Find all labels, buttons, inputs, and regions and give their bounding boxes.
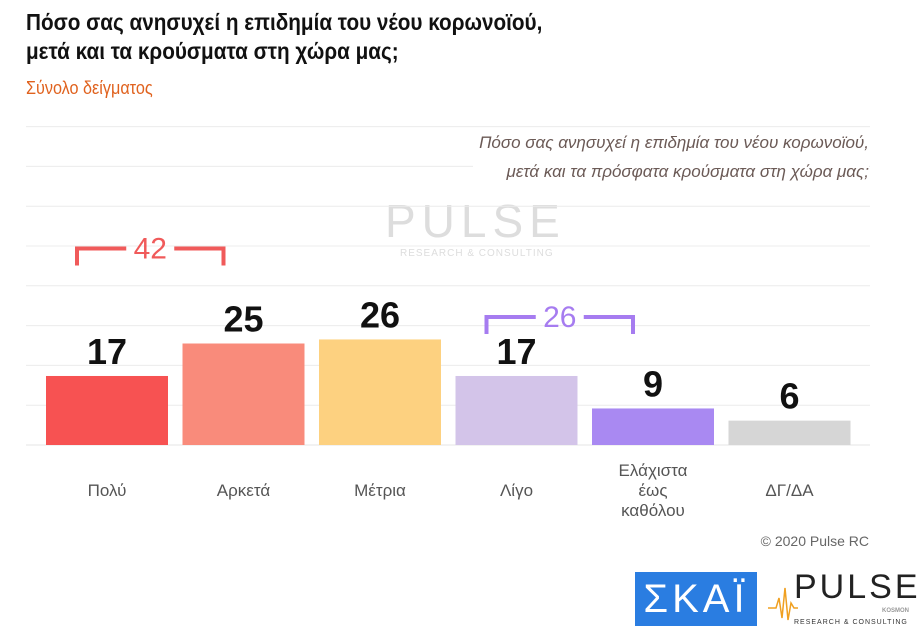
data-label: 26 xyxy=(360,294,400,335)
bar xyxy=(728,420,851,445)
bracket xyxy=(75,246,226,266)
watermark: PULSE xyxy=(385,195,566,247)
category-label: Ελάχιστα xyxy=(619,461,688,480)
category-label: Αρκετά xyxy=(217,481,271,500)
category-label: ΔΓ/ΔΑ xyxy=(765,481,814,500)
data-label: 17 xyxy=(496,331,536,372)
category-label: Μέτρια xyxy=(354,481,406,500)
chart-title: Πόσο σας ανησυχεί η επιδημία του νέου κο… xyxy=(26,8,542,66)
category-label: Λίγο xyxy=(500,481,533,500)
bracket-label: 42 xyxy=(134,233,167,266)
bar xyxy=(46,375,168,445)
watermark-sub: RESEARCH & CONSULTING xyxy=(400,248,554,259)
data-label: 17 xyxy=(87,331,127,372)
bar xyxy=(182,343,305,445)
category-label: έως xyxy=(638,481,667,500)
pulse-wave-icon xyxy=(768,587,798,621)
category-label: Πολύ xyxy=(88,481,127,500)
data-label: 9 xyxy=(643,363,663,404)
bar xyxy=(455,375,578,445)
bar xyxy=(592,408,714,445)
skai-logo: ΣΚΑΪ xyxy=(635,572,757,626)
pulse-logo-text: PULSE xyxy=(794,568,919,606)
data-label: 25 xyxy=(223,299,263,340)
question-line-1: Πόσο σας ανησυχεί η επιδημία του νέου κο… xyxy=(479,133,869,152)
question-text: Πόσο σας ανησυχεί η επιδημία του νέου κο… xyxy=(473,128,869,186)
category-label: καθόλου xyxy=(621,501,685,520)
bracket-label: 26 xyxy=(543,301,576,334)
title-line-2: μετά και τα κρούσματα στη χώρα μας; xyxy=(26,38,399,64)
copyright: © 2020 Pulse RC xyxy=(760,533,869,549)
bracket xyxy=(484,314,635,334)
data-label: 6 xyxy=(779,376,799,417)
pulse-logo: PULSE KOSMON RESEARCH & CONSULTING xyxy=(768,568,918,634)
pulse-logo-kosmon: KOSMON xyxy=(882,608,909,614)
title-line-1: Πόσο σας ανησυχεί η επιδημία του νέου κο… xyxy=(26,9,543,35)
question-line-2: μετά και τα πρόσφατα κρούσματα στη χώρα … xyxy=(506,162,870,181)
pulse-logo-sub: RESEARCH & CONSULTING xyxy=(794,619,908,626)
chart-subtitle: Σύνολο δείγματος xyxy=(26,78,153,98)
bar xyxy=(319,339,441,445)
